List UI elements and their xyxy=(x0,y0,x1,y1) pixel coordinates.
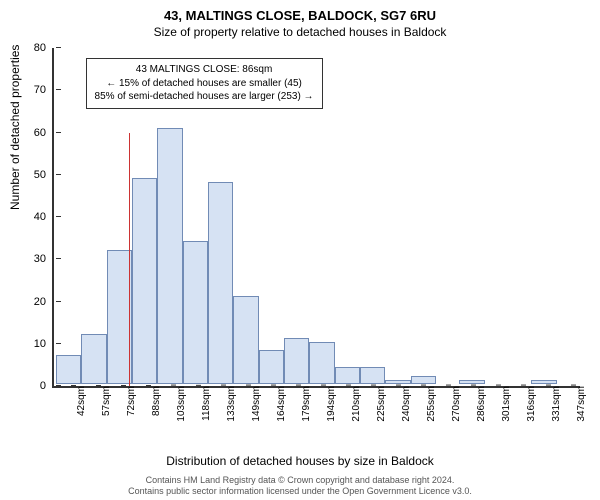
bar xyxy=(360,367,385,384)
bar xyxy=(284,338,309,384)
bar xyxy=(157,128,182,384)
bar xyxy=(531,380,556,384)
xtick: 42sqm xyxy=(69,386,87,416)
bar xyxy=(259,350,284,384)
footer-line-1: Contains HM Land Registry data © Crown c… xyxy=(0,475,600,487)
xtick: 301sqm xyxy=(494,386,512,422)
xtick: 240sqm xyxy=(394,386,412,422)
plot-frame: 01020304050607080 42sqm57sqm72sqm88sqm10… xyxy=(52,48,580,388)
annotation-line-1: 43 MALTINGS CLOSE: 86sqm xyxy=(95,63,314,77)
xtick: 179sqm xyxy=(294,386,312,422)
x-axis-label: Distribution of detached houses by size … xyxy=(0,454,600,468)
y-axis-label: Number of detached properties xyxy=(8,45,22,210)
xtick: 270sqm xyxy=(444,386,462,422)
xtick: 255sqm xyxy=(419,386,437,422)
bar xyxy=(233,296,258,384)
ytick: 60 xyxy=(34,127,54,139)
title-main: 43, MALTINGS CLOSE, BALDOCK, SG7 6RU xyxy=(0,0,600,23)
xtick: 164sqm xyxy=(269,386,287,422)
ytick: 40 xyxy=(34,211,54,223)
xtick: 118sqm xyxy=(194,386,212,421)
ytick: 80 xyxy=(34,42,54,54)
xtick: 133sqm xyxy=(219,386,237,422)
bar xyxy=(309,342,334,384)
ytick: 10 xyxy=(34,338,54,350)
xtick: 347sqm xyxy=(569,386,587,422)
bar xyxy=(459,380,484,384)
ytick: 0 xyxy=(40,380,54,392)
ytick: 70 xyxy=(34,84,54,96)
footer-line-2: Contains public sector information licen… xyxy=(0,486,600,498)
ytick: 20 xyxy=(34,296,54,308)
xtick: 286sqm xyxy=(469,386,487,422)
xtick: 316sqm xyxy=(519,386,537,422)
bar xyxy=(411,376,436,384)
bar xyxy=(183,241,208,384)
xtick: 331sqm xyxy=(544,386,562,422)
bar xyxy=(208,182,233,384)
xtick: 103sqm xyxy=(169,386,187,422)
title-sub: Size of property relative to detached ho… xyxy=(0,23,600,39)
bar xyxy=(132,178,157,384)
bar xyxy=(56,355,81,384)
xtick: 210sqm xyxy=(344,386,362,422)
marker-line xyxy=(129,133,130,387)
xtick: 149sqm xyxy=(244,386,262,422)
xtick: 72sqm xyxy=(119,386,137,416)
ytick: 50 xyxy=(34,169,54,181)
footer: Contains HM Land Registry data © Crown c… xyxy=(0,475,600,498)
xtick: 57sqm xyxy=(94,386,112,416)
ytick: 30 xyxy=(34,253,54,265)
bar xyxy=(81,334,106,384)
xtick: 225sqm xyxy=(369,386,387,422)
annotation-box: 43 MALTINGS CLOSE: 86sqm ← 15% of detach… xyxy=(86,58,323,109)
annotation-line-3: 85% of semi-detached houses are larger (… xyxy=(95,90,314,104)
chart-container: 43, MALTINGS CLOSE, BALDOCK, SG7 6RU Siz… xyxy=(0,0,600,500)
annotation-line-2: ← 15% of detached houses are smaller (45… xyxy=(95,77,314,91)
bar xyxy=(385,380,410,384)
xtick: 88sqm xyxy=(144,386,162,416)
xtick: 194sqm xyxy=(319,386,337,422)
chart-area: 01020304050607080 42sqm57sqm72sqm88sqm10… xyxy=(52,48,580,388)
bar xyxy=(335,367,360,384)
